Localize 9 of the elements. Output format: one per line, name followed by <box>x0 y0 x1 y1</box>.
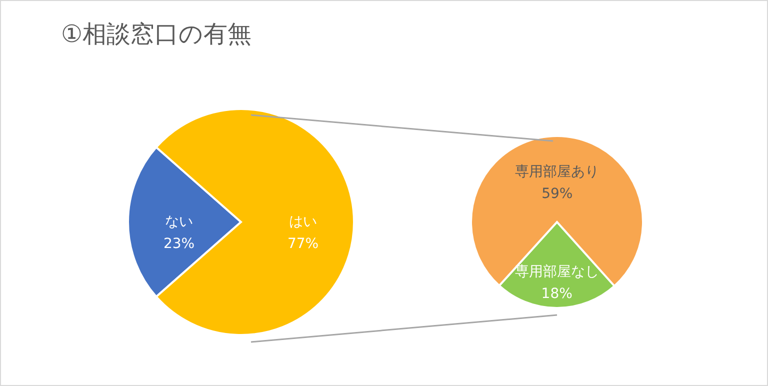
chart-title: ①相談窓口の有無 <box>61 20 252 48</box>
slice-label: はい <box>289 214 317 230</box>
slice-label: 専用部屋なし <box>514 264 599 280</box>
data-label: 77% <box>287 236 319 252</box>
data-label: 59% <box>542 186 573 202</box>
data-label: 23% <box>163 236 195 252</box>
slice-label: ない <box>165 214 193 230</box>
slice-label: 専用部屋あり <box>515 164 600 180</box>
data-label: 18% <box>541 286 572 302</box>
